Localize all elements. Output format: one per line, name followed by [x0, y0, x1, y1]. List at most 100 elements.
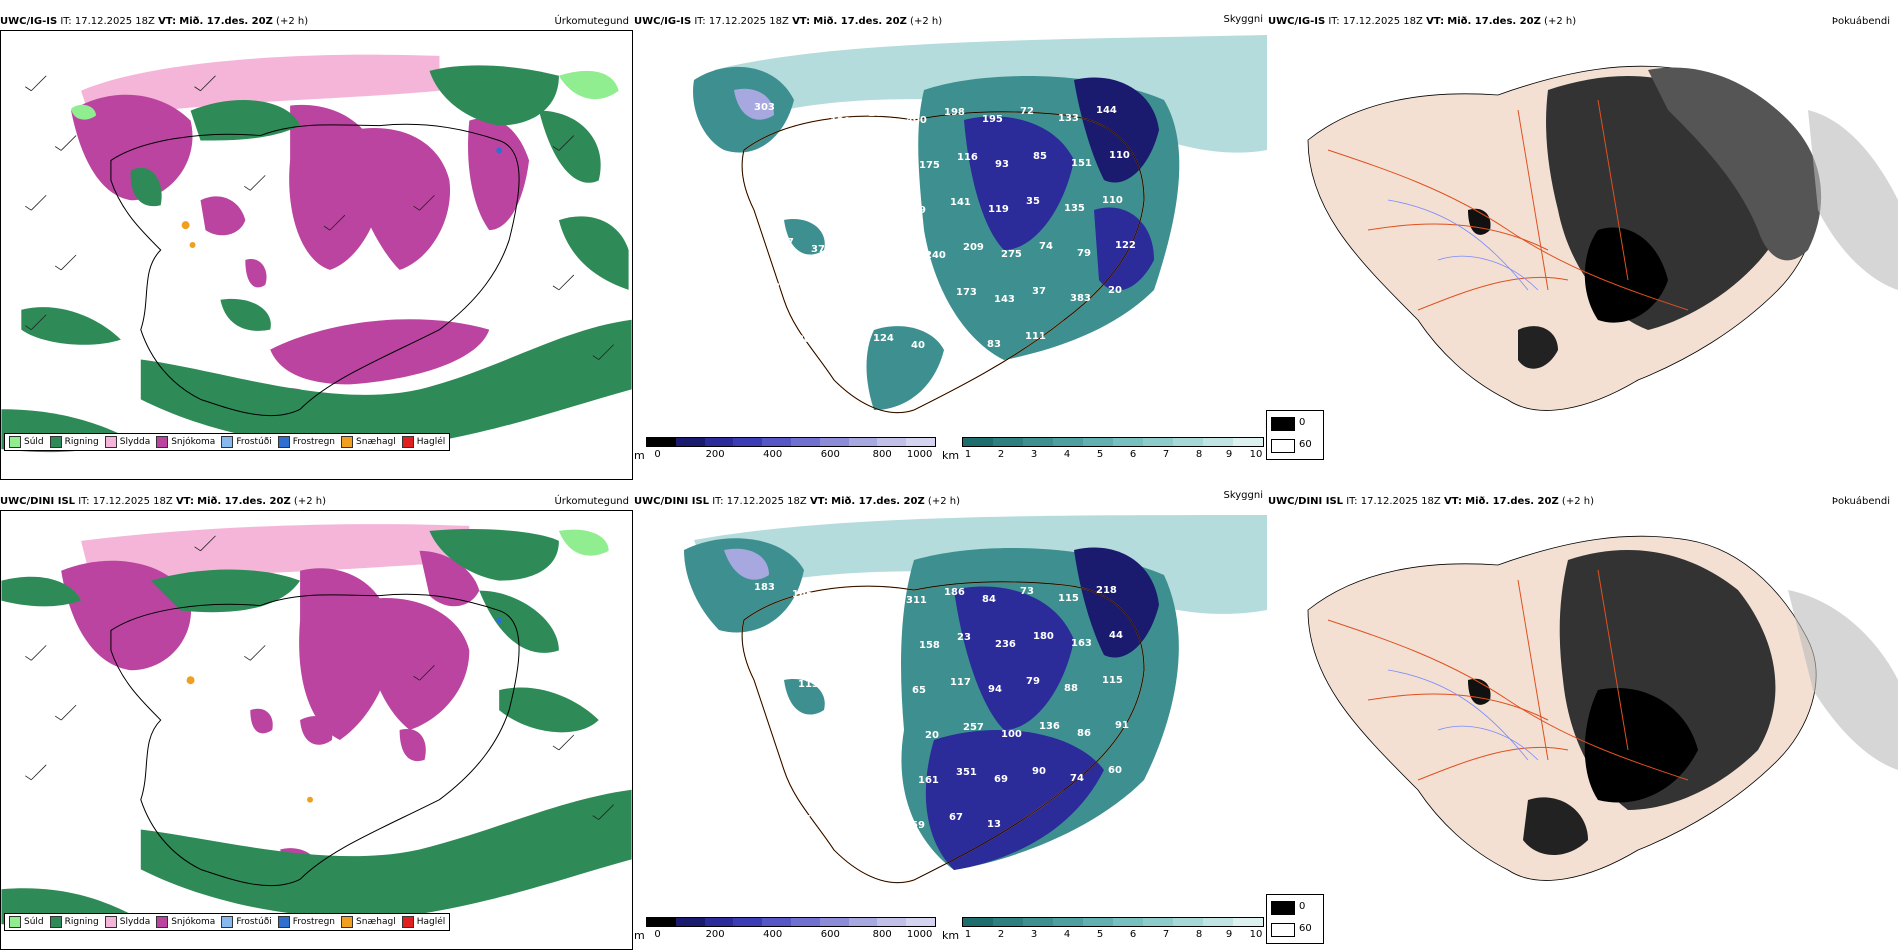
visibility-label: 51 [887, 723, 901, 734]
visibility-label: 218 [1096, 585, 1117, 596]
visibility-label: 158 [919, 640, 940, 651]
visibility-label: 48 [759, 807, 773, 818]
visibility-label: 138 [805, 634, 826, 645]
panel-title: UWC/DINI ISL IT: 17.12.2025 18Z VT: Mið.… [1268, 496, 1594, 508]
swatch-snaehagl [341, 916, 354, 928]
tick: 4 [1063, 929, 1071, 940]
visibility-label: 113 [798, 679, 819, 690]
visibility-scale: km 1 2 3 4 5 6 7 8 9 10 [942, 437, 1264, 463]
visibility-label: 303 [754, 102, 775, 113]
legend-item: Súld [9, 436, 44, 448]
visibility-label: 70 [880, 768, 894, 779]
it-value: 17.12.2025 18Z [726, 496, 807, 507]
vt-value: Mið. 17.des. 20Z [1447, 16, 1541, 27]
visibility-label: 78 [842, 776, 856, 787]
vt-value: Mið. 17.des. 20Z [197, 496, 291, 507]
visibility-label: 99 [766, 762, 780, 773]
visibility-label: 106 [868, 108, 889, 119]
cloud-bottom-label: 60 [1299, 923, 1312, 934]
panel-title: UWC/IG-IS IT: 17.12.2025 18Z VT: Mið. 17… [0, 16, 308, 28]
visibility-label: 236 [995, 639, 1016, 650]
lead-time: (+2 h) [910, 16, 943, 27]
visibility-label: 209 [963, 242, 984, 253]
legend-item: Haglél [401, 436, 445, 448]
vt-label: VT: [792, 16, 811, 27]
visibility-label: 250 [887, 243, 908, 254]
visibility-label: 81 [767, 147, 781, 158]
tick: 1000 [906, 929, 933, 940]
visibility-label: 100 [1001, 729, 1022, 740]
visibility-label: 183 [754, 582, 775, 593]
visibility-label: 27 [880, 288, 894, 299]
precip-panel-2: UWC/DINI ISL IT: 17.12.2025 18Z VT: Mið.… [0, 496, 633, 950]
visibility-label: 240 [925, 250, 946, 261]
visibility-label: 18 [949, 332, 963, 343]
legend-item: Frostúði [221, 436, 272, 448]
visibility-label: 110 [1102, 195, 1123, 206]
visibility-label: 175 [919, 160, 940, 171]
it-value: 17.12.2025 18Z [708, 16, 789, 27]
field-name: Úrkomutegund [554, 496, 629, 507]
row-1: UWC/IG-IS IT: 17.12.2025 18Z VT: Mið. 17… [0, 14, 1900, 480]
it-value: 17.12.2025 18Z [1360, 496, 1441, 507]
visibility-label: 84 [982, 594, 996, 605]
visibility-label: 79 [1026, 676, 1040, 687]
tick: 8 [1195, 929, 1203, 940]
swatch-haglel [401, 916, 414, 928]
tick: 1 [964, 929, 972, 940]
visibility-label: 124 [873, 333, 894, 344]
it-label: IT: [694, 16, 706, 27]
visibility-label: 220 [805, 154, 826, 165]
it-label: IT: [712, 496, 724, 507]
visibility-label: 115 [1102, 675, 1123, 686]
field-name: Þokuábendi [1831, 16, 1890, 27]
visibility-label: 133 [1058, 113, 1079, 124]
it-label: IT: [78, 496, 90, 507]
visibility-label: 151 [767, 627, 788, 638]
visibility-label: 186 [944, 587, 965, 598]
tick: 0 [654, 449, 661, 460]
precip-map [0, 510, 633, 950]
visibility-label: 78 [836, 686, 850, 697]
tick: 800 [872, 929, 892, 940]
visibility-panel-2: UWC/DINI ISL IT: 17.12.2025 18Z VT: Mið.… [634, 490, 1324, 946]
precip-legend: Súld Rigning Slydda Snjókoma Frostúði Fr… [4, 433, 451, 451]
visibility-label: 118 [868, 588, 889, 599]
visibility-label: 23 [957, 632, 971, 643]
tick: 3 [1030, 929, 1038, 940]
visibility-label: 20 [1108, 285, 1122, 296]
vt-value: Mið. 17.des. 20Z [813, 16, 907, 27]
legend-item: Slydda [104, 916, 150, 928]
visibility-label: 93 [995, 159, 1009, 170]
cloud-bottom-label: 60 [1299, 439, 1312, 450]
altitude-scale: m 0 200 400 600 800 1000 [634, 917, 936, 943]
visibility-label: 117 [950, 677, 971, 688]
legend-item: Snæhagl [341, 916, 396, 928]
swatch-slydda [104, 916, 117, 928]
visibility-label: 180 [1033, 631, 1054, 642]
tick: 1000 [906, 449, 933, 460]
tick: 9 [1225, 929, 1233, 940]
swatch-snaehagl [341, 436, 354, 448]
field-name: Þokuábendi [1831, 496, 1890, 507]
tick: 4 [1063, 449, 1071, 460]
precip-legend: Súld Rigning Slydda Snjókoma Frostúði Fr… [4, 913, 451, 931]
visibility-label: 110 [1109, 150, 1130, 161]
legend-item: Slydda [104, 436, 150, 448]
tick: 600 [820, 449, 840, 460]
visibility-label: 141 [950, 197, 971, 208]
visibility-label: 195 [982, 114, 1003, 125]
swatch-slydda [104, 436, 117, 448]
visibility-label: 35 [1026, 196, 1040, 207]
vt-value: Mið. 17.des. 20Z [179, 16, 273, 27]
visibility-label: 115 [1058, 593, 1079, 604]
visibility-colorbar [962, 917, 1264, 927]
visibility-label: 198 [944, 107, 965, 118]
fog-panel-2: UWC/DINI ISL IT: 17.12.2025 18Z VT: Mið.… [1268, 496, 1900, 946]
tick: 5 [1096, 449, 1104, 460]
visibility-label: 161 [918, 775, 939, 786]
visibility-label: 173 [956, 287, 977, 298]
tick: 400 [763, 449, 783, 460]
legend-item: Frostúði [221, 916, 272, 928]
visibility-label: 372 [811, 244, 832, 255]
